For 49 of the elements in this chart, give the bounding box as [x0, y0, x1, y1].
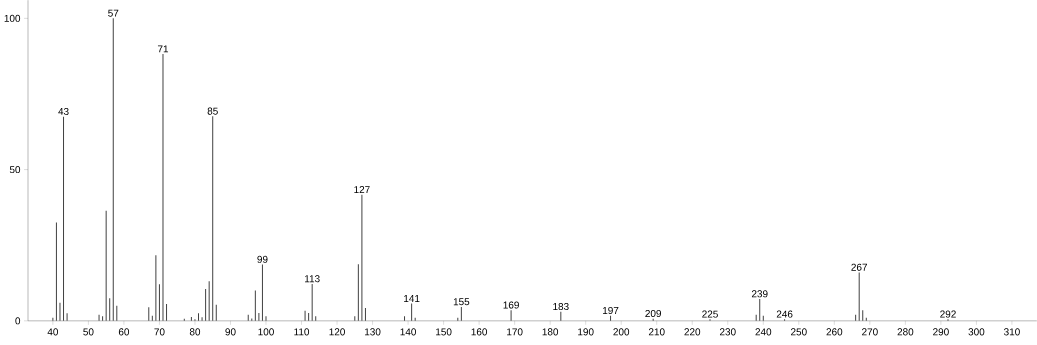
x-tick-label: 140: [400, 328, 416, 336]
x-tick-label: 130: [365, 328, 381, 336]
x-tick-label: 70: [154, 328, 165, 336]
annotation: 239: [751, 290, 768, 298]
x-tick-label: 210: [648, 328, 665, 336]
y-tick-label: 100: [4, 14, 21, 22]
annotation: 127: [354, 185, 370, 193]
x-tick-label: 260: [826, 328, 843, 336]
x-tick-label: 190: [578, 328, 594, 336]
x-tick-label: 60: [118, 328, 130, 336]
x-tick-label: 300: [968, 328, 985, 336]
annotation: 43: [58, 107, 69, 115]
y-tick-label: 0: [15, 317, 21, 325]
annotation: 197: [603, 306, 619, 314]
x-tick-label: 150: [436, 328, 452, 336]
y-tick-label: 50: [9, 166, 21, 174]
annotation: 85: [207, 107, 218, 115]
annotation: 292: [940, 310, 956, 318]
x-tick-label: 80: [189, 328, 201, 336]
x-tick-label: 290: [933, 328, 949, 336]
annotation: 113: [305, 275, 320, 283]
annotation: 155: [453, 298, 470, 306]
x-tick-label: 50: [83, 328, 94, 336]
x-tick-label: 100: [258, 328, 274, 336]
annotation: 225: [702, 310, 718, 318]
annotation: 141: [404, 294, 420, 302]
x-tick-label: 240: [755, 328, 772, 336]
x-tick-label: 200: [613, 328, 630, 336]
x-tick-label: 280: [897, 328, 914, 336]
annotation: 246: [776, 310, 793, 318]
annotation: 209: [645, 309, 662, 317]
x-tick-label: 270: [862, 328, 878, 336]
annotation: 71: [157, 45, 169, 53]
annotation: 267: [851, 263, 868, 271]
x-tick-label: 90: [225, 328, 236, 336]
x-tick-label: 230: [719, 328, 736, 336]
annotation: 99: [257, 255, 268, 263]
x-tick-label: 110: [294, 328, 310, 336]
x-tick-label: 220: [684, 328, 701, 336]
x-tick-label: 310: [1004, 328, 1020, 336]
x-tick-label: 160: [471, 328, 488, 336]
annotation: 183: [553, 302, 569, 310]
x-tick-label: 40: [47, 328, 59, 336]
x-tick-label: 170: [507, 328, 523, 336]
x-tick-label: 120: [329, 328, 345, 336]
x-tick-label: 250: [791, 328, 807, 336]
annotation: 57: [108, 9, 119, 17]
x-tick-label: 180: [542, 328, 559, 336]
annotation: 169: [503, 301, 519, 309]
